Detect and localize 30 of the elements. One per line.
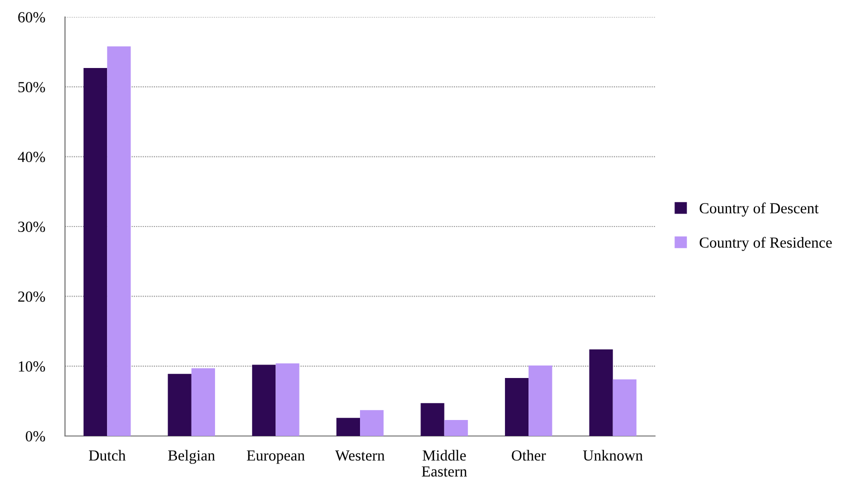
y-tick-label: 50%: [18, 82, 46, 92]
bar: [276, 363, 300, 436]
bar: [528, 365, 552, 436]
legend-label: Country of Descent: [700, 202, 819, 217]
bar: [504, 378, 529, 436]
x-tick-label: Belgian: [168, 450, 215, 464]
x-tick-label: Dutch: [88, 450, 126, 461]
bar: [107, 46, 131, 436]
bar: [84, 68, 108, 436]
bar: [168, 374, 192, 436]
bar: [420, 403, 444, 436]
y-tick-label: 20%: [18, 291, 46, 302]
bar: [191, 368, 216, 436]
bar: [252, 364, 276, 436]
y-tick-label: 0%: [26, 431, 46, 442]
y-tick-label: 10%: [18, 361, 46, 372]
bar: [589, 349, 613, 436]
legend-label: Country of Residence: [700, 236, 832, 251]
y-tick-label: 40%: [18, 152, 46, 162]
bar: [444, 420, 468, 436]
bar: [336, 418, 360, 436]
x-tick-label: Other: [512, 450, 546, 461]
bar: [360, 410, 384, 436]
x-tick-label: Western: [335, 450, 385, 461]
y-tick-label: 30%: [18, 222, 46, 232]
y-tick-label: 60%: [18, 12, 46, 22]
x-tick-label: Unknown: [583, 450, 643, 461]
x-tick-label: Middle Eastern: [422, 450, 467, 477]
x-tick-label: European: [246, 450, 305, 464]
bar: [612, 379, 636, 436]
